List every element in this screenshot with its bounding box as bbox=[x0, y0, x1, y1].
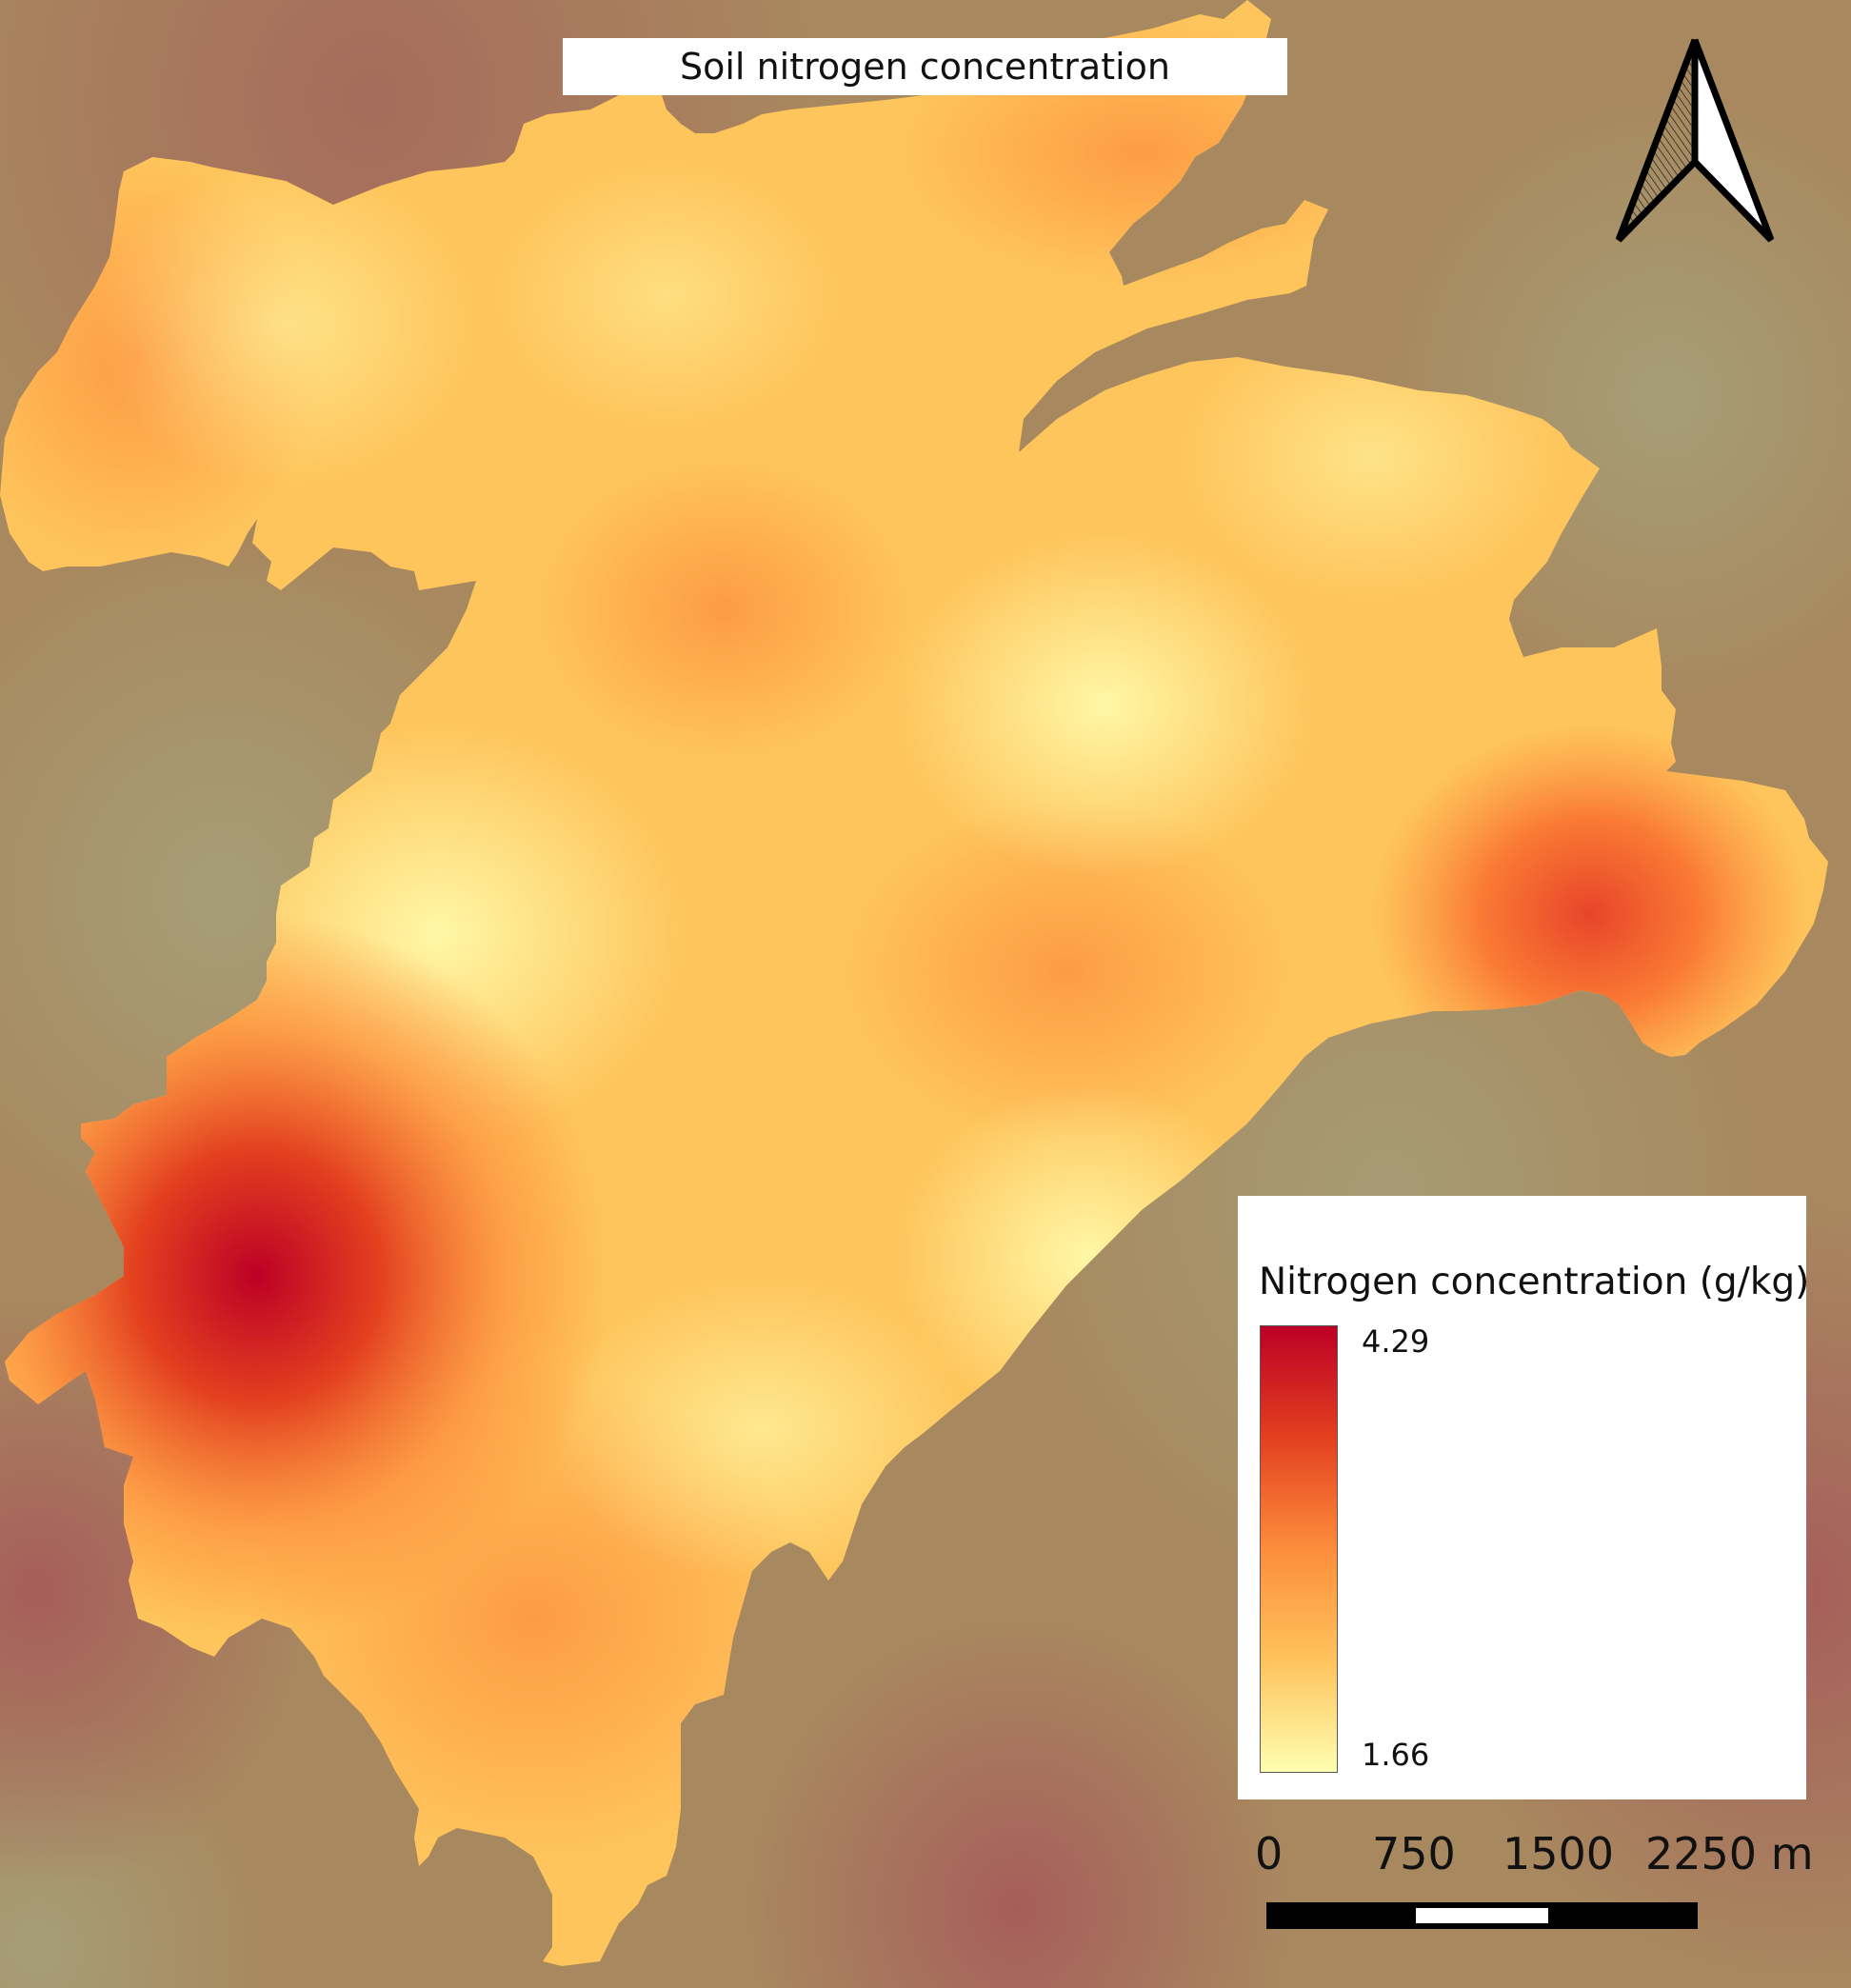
scale-label-750: 750 bbox=[1372, 1828, 1456, 1879]
scale-label-0: 0 bbox=[1255, 1828, 1284, 1879]
scale-label-1500: 1500 bbox=[1503, 1828, 1615, 1879]
legend-max-label: 4.29 bbox=[1362, 1323, 1430, 1360]
map-title: Soil nitrogen concentration bbox=[563, 38, 1287, 95]
scale-segment bbox=[1410, 1902, 1554, 1929]
legend-min-label: 1.66 bbox=[1362, 1737, 1430, 1773]
legend: Nitrogen concentration (g/kg) 4.29 1.66 bbox=[1238, 1196, 1810, 1799]
scale-segment bbox=[1554, 1902, 1698, 1929]
scale-label-2250: 2250 m bbox=[1645, 1828, 1814, 1879]
legend-title: Nitrogen concentration (g/kg) bbox=[1259, 1261, 1810, 1303]
scale-segment bbox=[1266, 1902, 1410, 1929]
scale-bar bbox=[1266, 1902, 1698, 1929]
legend-color-ramp bbox=[1260, 1325, 1338, 1773]
north-arrow-icon bbox=[1615, 38, 1775, 243]
